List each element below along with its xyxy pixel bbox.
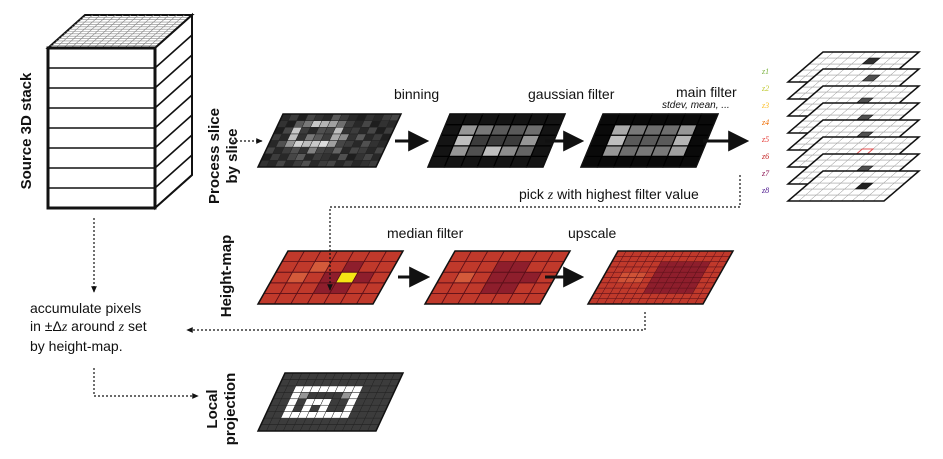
height-map-grid <box>256 250 405 305</box>
z-slice-label: z2 <box>761 84 769 93</box>
process-slice-label: Process slice by slice <box>206 108 241 204</box>
height-map-label: Height-map <box>218 234 235 318</box>
z-slice-label: z7 <box>761 169 770 178</box>
flow-arrows <box>91 130 750 399</box>
z-slice-label: z8 <box>761 186 769 195</box>
source-stack-cube <box>45 12 195 211</box>
main-filter-options: stdev, mean, ... <box>662 100 730 111</box>
median-filter-label: median filter <box>387 225 464 241</box>
z-filter-cell <box>861 57 881 65</box>
z-slice-label: z3 <box>761 101 769 110</box>
cube-top-grid <box>50 14 190 49</box>
arrow-pick-z <box>327 175 741 291</box>
main-filter-label: main filter <box>676 84 737 100</box>
filtered-z-stack: z1 z2 z3 z4 z5 z6 z7 z8 <box>761 51 922 202</box>
process-slice-grid <box>256 113 403 168</box>
source-stack-label: Source 3D stack <box>18 72 35 190</box>
z-filter-cell <box>854 182 874 190</box>
median-filter-grid <box>423 250 572 305</box>
cube-front-slices <box>48 67 155 189</box>
upscale-grid <box>586 250 735 305</box>
arrow-upscale-to-accumulate <box>186 312 646 333</box>
binning-label: binning <box>394 86 440 102</box>
z-slice-label: z6 <box>761 152 769 161</box>
cube-side-lines <box>154 34 193 209</box>
local-projection-label: Local projection <box>204 372 239 446</box>
accumulate-label: accumulate pixels in ±Δz around z set by… <box>30 300 147 354</box>
binning-grid <box>426 113 567 168</box>
upscale-label: upscale <box>568 225 617 241</box>
arrow-accumulate-to-projection <box>93 368 199 399</box>
z-slice-label: z5 <box>761 135 769 144</box>
z-slice-label: z1 <box>761 67 769 76</box>
z-slice-label: z4 <box>761 118 769 127</box>
gaussian-filter-label: gaussian filter <box>528 86 615 102</box>
z-filter-cell <box>861 74 881 82</box>
local-projection-grid <box>256 372 405 432</box>
pick-z-label: pick z with highest filter value <box>519 186 699 203</box>
gaussian-filter-grid <box>579 113 720 168</box>
